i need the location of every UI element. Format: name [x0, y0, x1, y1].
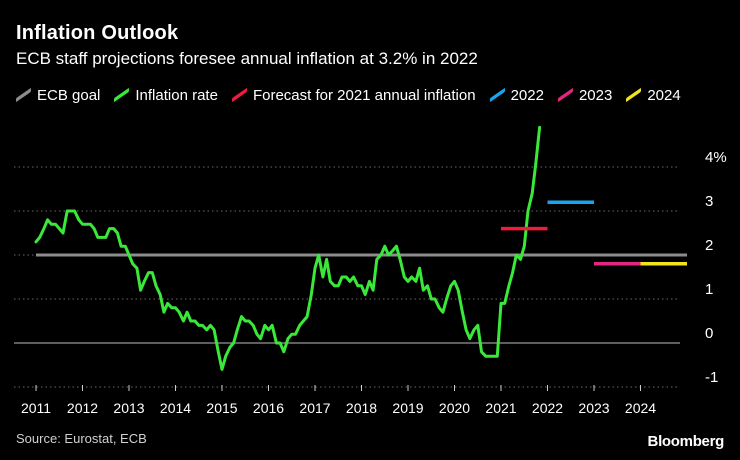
y-tick-label: 2: [705, 237, 713, 254]
source-note: Source: Eurostat, ECB: [16, 431, 147, 446]
y-tick-label: 0: [705, 325, 713, 342]
chart-subtitle: ECB staff projections foresee annual inf…: [16, 49, 478, 68]
inflation-rate-line: [34, 125, 542, 371]
legend-label-forecast-2021: Forecast for 2021 annual inflation: [252, 86, 476, 104]
legend-item-2023: 2023: [557, 85, 613, 105]
x-tick-label: 2019: [392, 400, 423, 416]
legend-label-2024: 2024: [647, 86, 681, 104]
legend-item-2022: 2022: [489, 85, 544, 105]
y-tick-label: 3: [705, 193, 713, 210]
chart-title: Inflation Outlook: [16, 22, 179, 44]
legend-label-2023: 2023: [578, 86, 613, 104]
x-tick-label: 2018: [346, 400, 377, 416]
series-layer: [34, 125, 542, 371]
legend-label-inflation-rate: Inflation rate: [135, 86, 218, 104]
x-tick-label: 2024: [625, 400, 656, 416]
legend-item-forecast-2021: Forecast for 2021 annual inflation: [231, 85, 476, 105]
x-tick-label: 2013: [113, 400, 144, 416]
x-tick-label: 2014: [160, 400, 191, 416]
y-tick-label: 1: [705, 281, 713, 298]
forecast-layer: [501, 200, 687, 266]
legend-item-ecb-goal: ECB goal: [16, 85, 100, 105]
x-tick-label: 2015: [206, 400, 237, 416]
legend-label-2022: 2022: [510, 86, 544, 104]
chart-legend: ECB goal Inflation rate Forecast for 202…: [16, 85, 716, 105]
x-tick-label: 2017: [299, 400, 330, 416]
x-tick-label: 2020: [439, 400, 470, 416]
legend-item-inflation-rate: Inflation rate: [114, 85, 218, 105]
x-tick-label: 2022: [532, 400, 563, 416]
y-tick-label: 4%: [705, 149, 727, 166]
x-tick-label: 2021: [485, 400, 516, 416]
bloomberg-logo: Bloomberg: [647, 433, 725, 450]
x-tick-label: 2016: [253, 400, 284, 416]
y-tick-label: -1: [705, 369, 718, 386]
x-tick-label: 2012: [67, 400, 98, 416]
x-tick-label: 2023: [578, 400, 609, 416]
axis-layer: 4% 3 2 1 0 -1 2011 2012 2013 2014 2015 2016 2017 2018…: [21, 149, 727, 416]
legend-label-ecb-goal: ECB goal: [37, 86, 101, 104]
legend-item-2024: 2024: [626, 85, 681, 105]
x-tick-label: 2011: [21, 400, 51, 416]
